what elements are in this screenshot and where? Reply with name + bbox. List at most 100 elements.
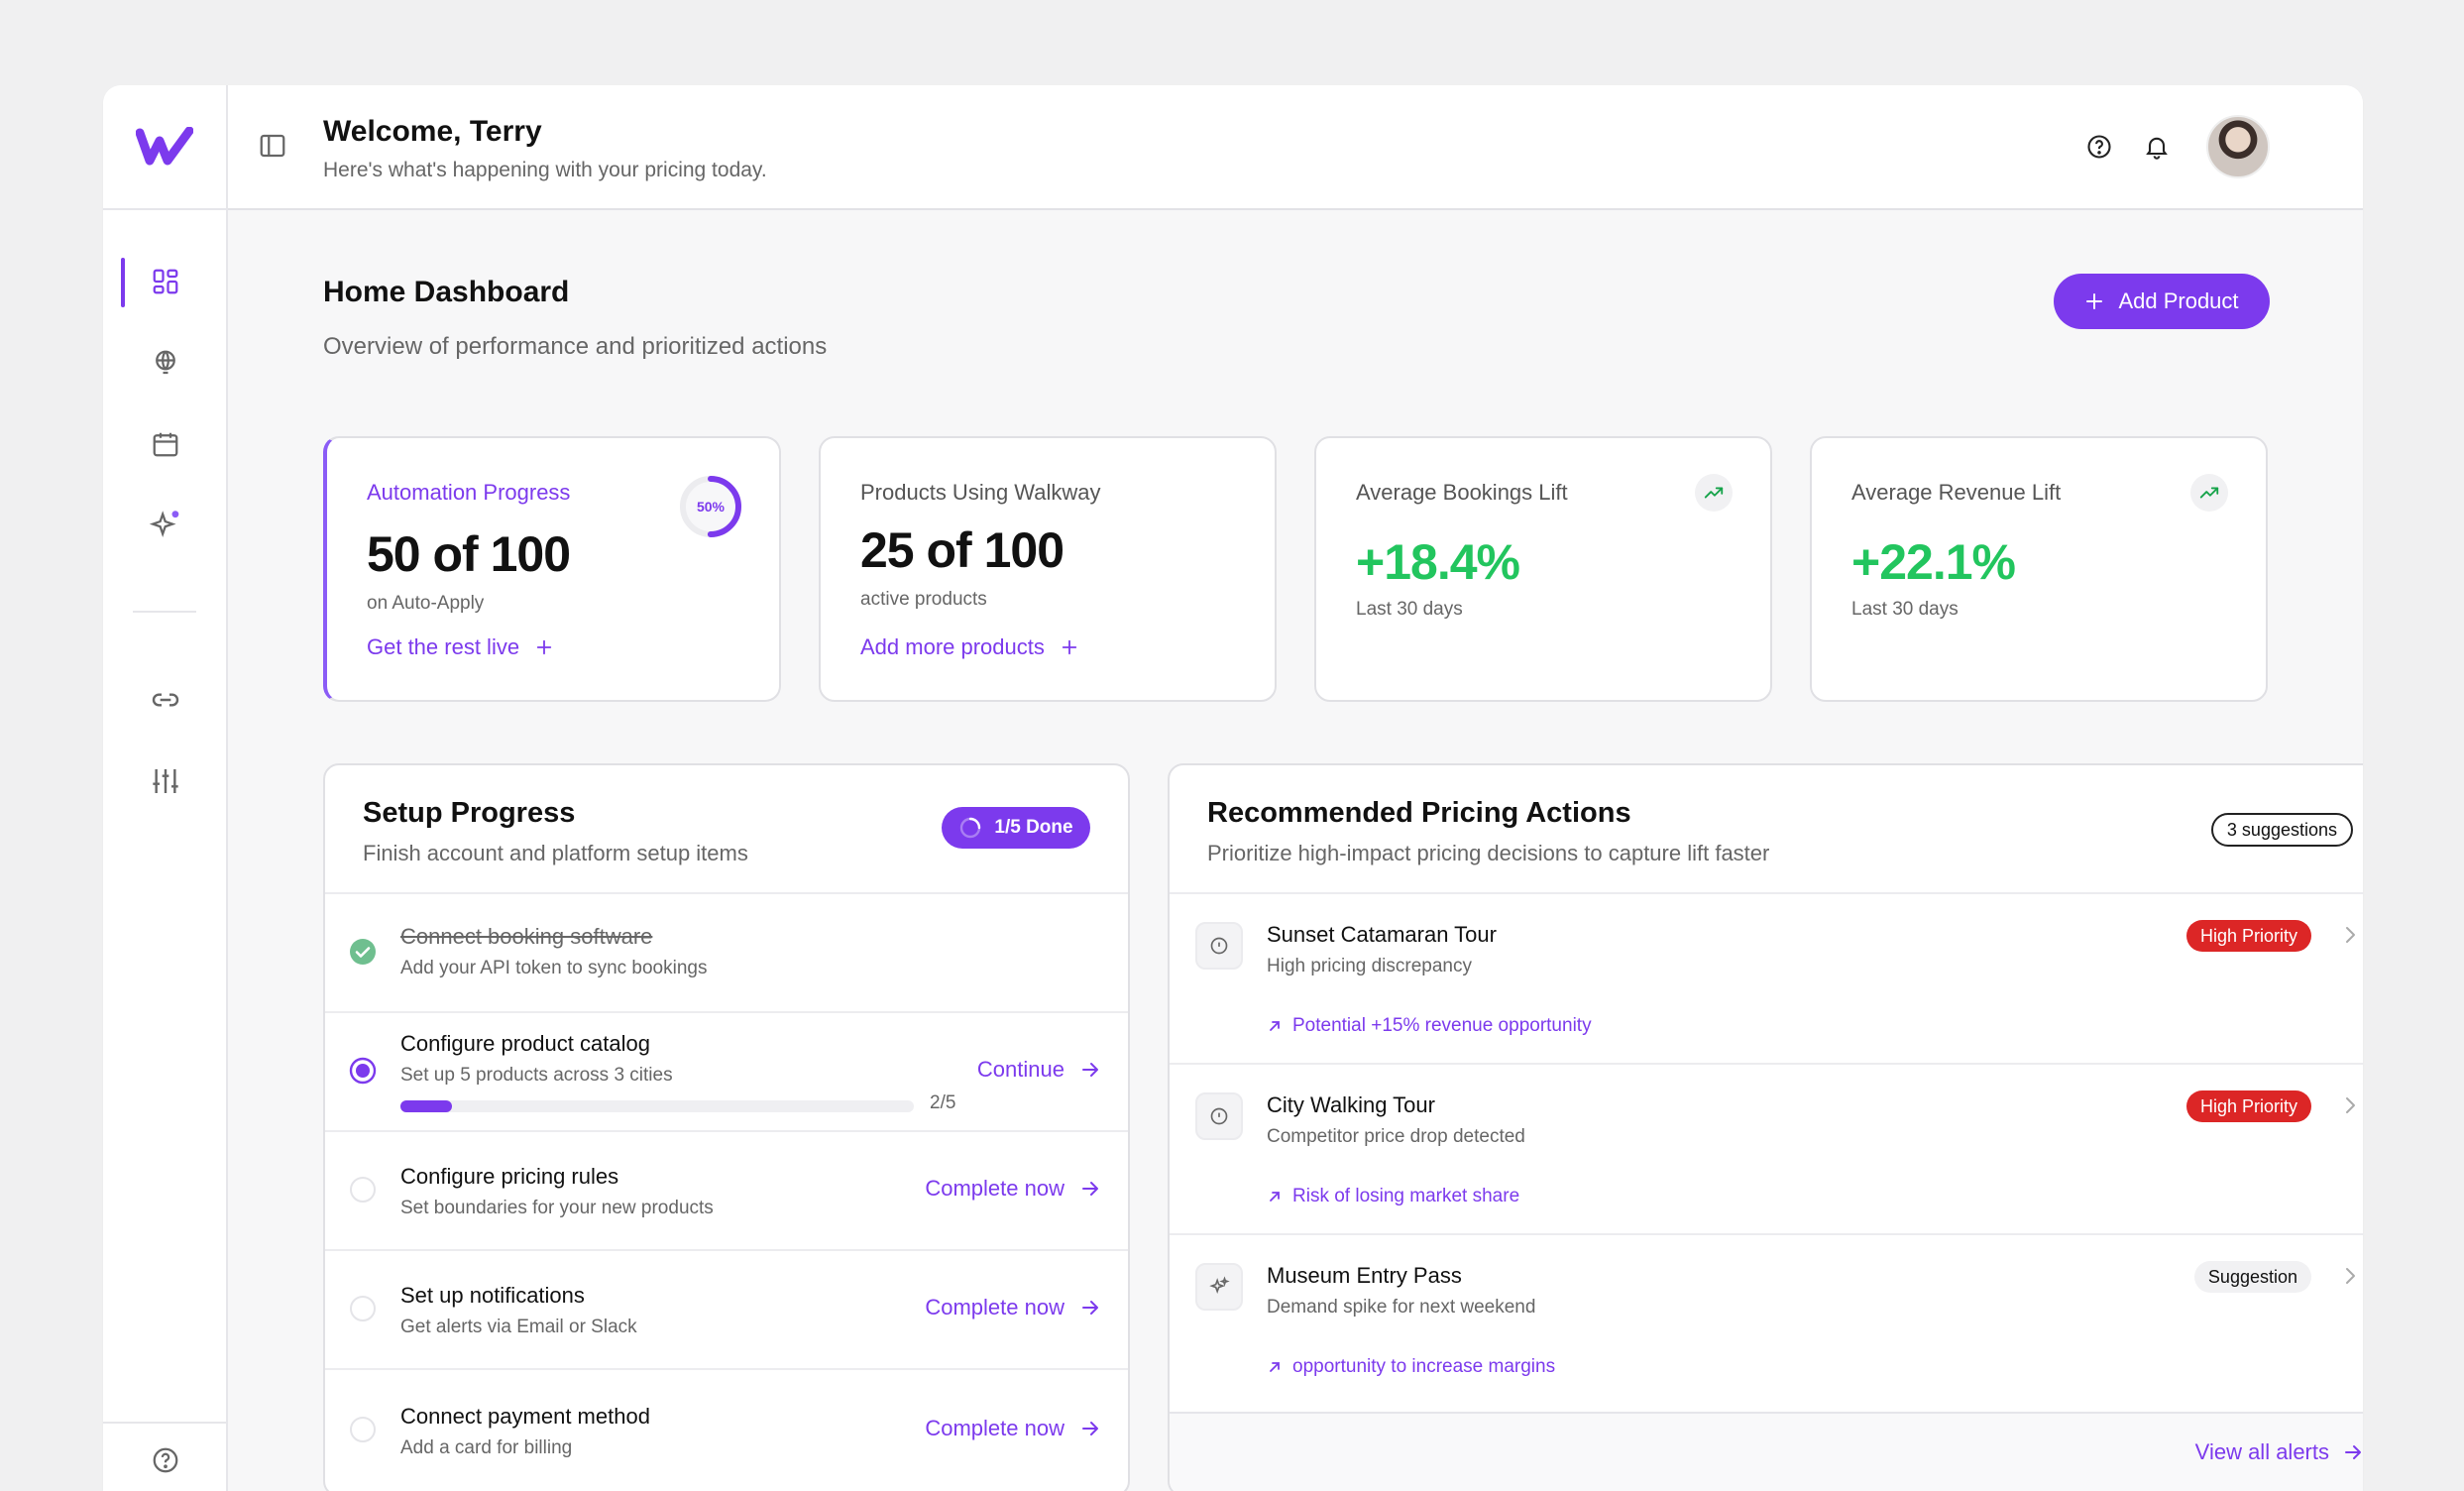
- catalog-progress-bar: [400, 1100, 914, 1112]
- sidebar-item-settings[interactable]: [103, 751, 228, 811]
- pricing-action-row[interactable]: Museum Entry Pass Demand spike for next …: [1170, 1233, 2363, 1404]
- user-avatar[interactable]: [2206, 115, 2270, 178]
- complete-now-button[interactable]: Complete now: [925, 1295, 1100, 1320]
- continue-button[interactable]: Continue: [977, 1057, 1100, 1083]
- pricing-action-row[interactable]: Sunset Catamaran Tour High pricing discr…: [1170, 892, 2363, 1063]
- stat-link-label: Get the rest live: [367, 634, 520, 659]
- add-product-label: Add Product: [2118, 288, 2239, 313]
- sidebar-item-integrations[interactable]: [103, 670, 228, 730]
- help-button[interactable]: [2085, 133, 2113, 166]
- done-status-badge: 1/5 Done: [942, 807, 1090, 849]
- arrow-right-icon: [2345, 1445, 2361, 1459]
- sidebar-help[interactable]: [103, 1422, 228, 1491]
- step-title: Connect booking software: [400, 924, 653, 949]
- sidebar: [103, 85, 228, 1491]
- stat-automation-progress: Automation Progress 50% 50 of 100 on Aut…: [323, 436, 781, 702]
- stat-note: active products: [860, 589, 987, 610]
- action-subtitle: High pricing discrepancy: [1267, 956, 1472, 976]
- sparkle-icon: [149, 511, 179, 537]
- radio-empty-icon: [350, 1177, 376, 1203]
- alert-icon-box: [1195, 1092, 1243, 1140]
- action-note-label: Potential +15% revenue opportunity: [1292, 1015, 1592, 1036]
- progress-ring: 50%: [680, 476, 741, 537]
- sidebar-divider: [133, 611, 196, 613]
- view-all-alerts-link[interactable]: View all alerts: [2195, 1439, 2363, 1465]
- info-icon: [1210, 1107, 1228, 1125]
- setup-step-row[interactable]: Connect payment method Add a card for bi…: [325, 1368, 1128, 1491]
- chevron-right-icon: [2346, 1097, 2355, 1113]
- welcome-subtitle: Here's what's happening with your pricin…: [323, 159, 767, 181]
- info-icon: [1210, 937, 1228, 955]
- complete-now-button[interactable]: Complete now: [925, 1176, 1100, 1202]
- setup-title: Setup Progress: [363, 797, 576, 829]
- arrow-right-icon: [1082, 1301, 1098, 1315]
- sliders-icon: [153, 769, 178, 793]
- sparkle-icon: [1209, 1276, 1230, 1294]
- actions-footer: View all alerts: [1170, 1412, 2363, 1491]
- logo[interactable]: [103, 85, 226, 210]
- setup-step-row[interactable]: Configure pricing rules Set boundaries f…: [325, 1130, 1128, 1249]
- step-title: Connect payment method: [400, 1404, 650, 1429]
- stat-value: +18.4%: [1356, 534, 1520, 590]
- app-window: Welcome, Terry Here's what's happening w…: [103, 85, 2363, 1491]
- pricing-action-row[interactable]: City Walking Tour Competitor price drop …: [1170, 1063, 2363, 1233]
- sidebar-item-ai[interactable]: [103, 496, 228, 555]
- stat-value: 50 of 100: [367, 526, 571, 582]
- chevron-right-icon: [2346, 927, 2355, 943]
- sidebar-toggle[interactable]: [258, 131, 287, 166]
- catalog-progress-count: 2/5: [930, 1092, 956, 1113]
- actions-title: Recommended Pricing Actions: [1207, 797, 1631, 829]
- action-title: Museum Entry Pass: [1267, 1263, 1462, 1288]
- chevron-right-icon: [2346, 1268, 2355, 1284]
- plus-icon: [536, 639, 552, 655]
- pricing-actions-card: Recommended Pricing Actions Prioritize h…: [1168, 763, 2363, 1491]
- add-product-button[interactable]: Add Product: [2054, 274, 2270, 329]
- trend-chip: [1695, 474, 1733, 512]
- arrow-right-icon: [1082, 1182, 1098, 1196]
- step-subtitle: Set up 5 products across 3 cities: [400, 1065, 673, 1086]
- trending-up-icon: [2199, 487, 2219, 499]
- link-icon: [152, 693, 179, 707]
- sidebar-item-calendar[interactable]: [103, 414, 228, 474]
- get-rest-live-link[interactable]: Get the rest live: [367, 634, 553, 660]
- sidebar-item-dashboard[interactable]: [103, 252, 228, 311]
- suggestion-badge: Suggestion: [2193, 1261, 2311, 1293]
- action-note-label: opportunity to increase margins: [1292, 1356, 1556, 1377]
- alert-icon-box: [1195, 922, 1243, 970]
- setup-step-row[interactable]: Connect booking software Add your API to…: [325, 892, 1128, 1011]
- setup-subtitle: Finish account and platform setup items: [363, 841, 748, 865]
- action-note-label: Risk of losing market share: [1292, 1186, 1520, 1206]
- step-title: Configure product catalog: [400, 1031, 650, 1056]
- help-icon: [153, 1447, 178, 1473]
- top-bar: Welcome, Terry Here's what's happening w…: [228, 85, 2363, 210]
- stat-label: Automation Progress: [367, 480, 571, 505]
- step-subtitle: Get alerts via Email or Slack: [400, 1317, 637, 1337]
- suggestions-count-badge: 3 suggestions: [2210, 813, 2353, 847]
- notifications-button[interactable]: [2143, 133, 2171, 166]
- catalog-progress-fill: [400, 1100, 452, 1112]
- add-more-products-link[interactable]: Add more products: [860, 634, 1078, 660]
- step-action-label: Complete now: [925, 1416, 1064, 1440]
- setup-step-row[interactable]: Configure product catalog Set up 5 produ…: [325, 1011, 1128, 1130]
- page-title: Home Dashboard: [323, 276, 570, 308]
- sidebar-item-explore[interactable]: [103, 333, 228, 393]
- step-subtitle: Add a card for billing: [400, 1437, 573, 1458]
- priority-badge: High Priority: [2185, 1090, 2311, 1122]
- stat-products-using: Products Using Walkway 25 of 100 active …: [819, 436, 1277, 702]
- trend-chip: [2190, 474, 2228, 512]
- bell-icon: [2146, 137, 2168, 160]
- alert-icon-box: [1195, 1263, 1243, 1311]
- check-circle-icon: [350, 939, 376, 965]
- stat-revenue-lift: Average Revenue Lift +22.1% Last 30 days: [1810, 436, 2268, 702]
- stat-label: Average Bookings Lift: [1356, 480, 1568, 505]
- setup-step-row[interactable]: Set up notifications Get alerts via Emai…: [325, 1249, 1128, 1368]
- arrow-up-right-icon: [1270, 1021, 1280, 1031]
- loader-icon: [960, 817, 981, 839]
- ring-label: 50%: [697, 499, 726, 515]
- trending-up-icon: [1704, 487, 1724, 499]
- complete-now-button[interactable]: Complete now: [925, 1416, 1100, 1441]
- step-title: Set up notifications: [400, 1283, 585, 1308]
- stat-bookings-lift: Average Bookings Lift +18.4% Last 30 day…: [1314, 436, 1772, 702]
- help-circle-icon: [2087, 135, 2111, 159]
- done-label: 1/5 Done: [994, 817, 1073, 838]
